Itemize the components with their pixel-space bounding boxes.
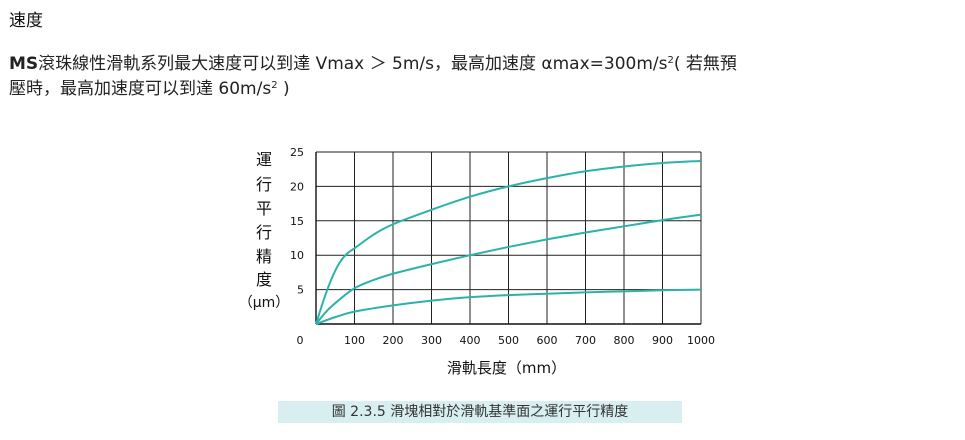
spec-paragraph: MS滾珠線性滑軌系列最大速度可以到達 Vmax ＞ 5m/s，最高加速度 αma…	[9, 52, 954, 102]
x-tick-label: 500	[498, 334, 519, 347]
x-tick-label: 200	[383, 334, 404, 347]
y-tick-label: 15	[290, 215, 304, 228]
y-axis-label-char: （μm）	[239, 295, 290, 311]
section-title: 速度	[9, 11, 43, 31]
x-tick-label: 600	[537, 334, 558, 347]
y-axis-label-char: 運	[256, 150, 272, 169]
y-axis-label-char: 度	[256, 270, 272, 289]
x-axis-label: 滑軌長度（mm）	[447, 359, 566, 377]
paragraph-line-1-text: 滾珠線性滑軌系列最大速度可以到達 Vmax ＞ 5m/s，最高加速度 αmax=…	[38, 54, 668, 74]
series-line-2	[315, 213, 702, 325]
y-tick-label: 5	[297, 284, 304, 297]
x-tick-label: 700	[575, 334, 596, 347]
x-tick-label: 900	[652, 334, 673, 347]
x-tick-label: 100	[344, 334, 365, 347]
paragraph-line-1: MS滾珠線性滑軌系列最大速度可以到達 Vmax ＞ 5m/s，最高加速度 αma…	[9, 52, 954, 77]
figure-caption: 圖 2.3.5 滑塊相對於滑軌基準面之運行平行精度	[278, 401, 682, 423]
paragraph-line-1-suffix: ( 若無預	[673, 54, 737, 74]
x-tick-label: 1000	[687, 334, 715, 347]
paragraph-line-2: 壓時，最高加速度可以到達 60m/s2 )	[9, 77, 954, 102]
x-tick-label: 400	[460, 334, 481, 347]
y-axis-label-char: 行	[256, 175, 272, 194]
y-tick-label: 25	[290, 146, 304, 159]
series-line-3	[315, 288, 702, 325]
y-tick-label: 20	[290, 180, 304, 193]
y-axis-label-char: 行	[256, 223, 272, 242]
series-line-1	[315, 159, 702, 325]
y-axis-label-char: 平	[256, 199, 272, 218]
y-tick-label: 10	[290, 249, 304, 262]
x-tick-label: 0	[297, 334, 304, 347]
y-axis-label-char: 精	[256, 247, 272, 266]
paragraph-ms-label: MS	[9, 54, 39, 74]
paragraph-line-2-text: 壓時，最高加速度可以到達 60m/s	[9, 79, 272, 99]
x-tick-label: 800	[614, 334, 635, 347]
paragraph-line-1-sup: 2	[667, 55, 674, 66]
paragraph-line-2-sup: 2	[271, 80, 278, 91]
paragraph-line-2-suffix: )	[277, 79, 290, 99]
x-tick-label: 300	[421, 334, 442, 347]
